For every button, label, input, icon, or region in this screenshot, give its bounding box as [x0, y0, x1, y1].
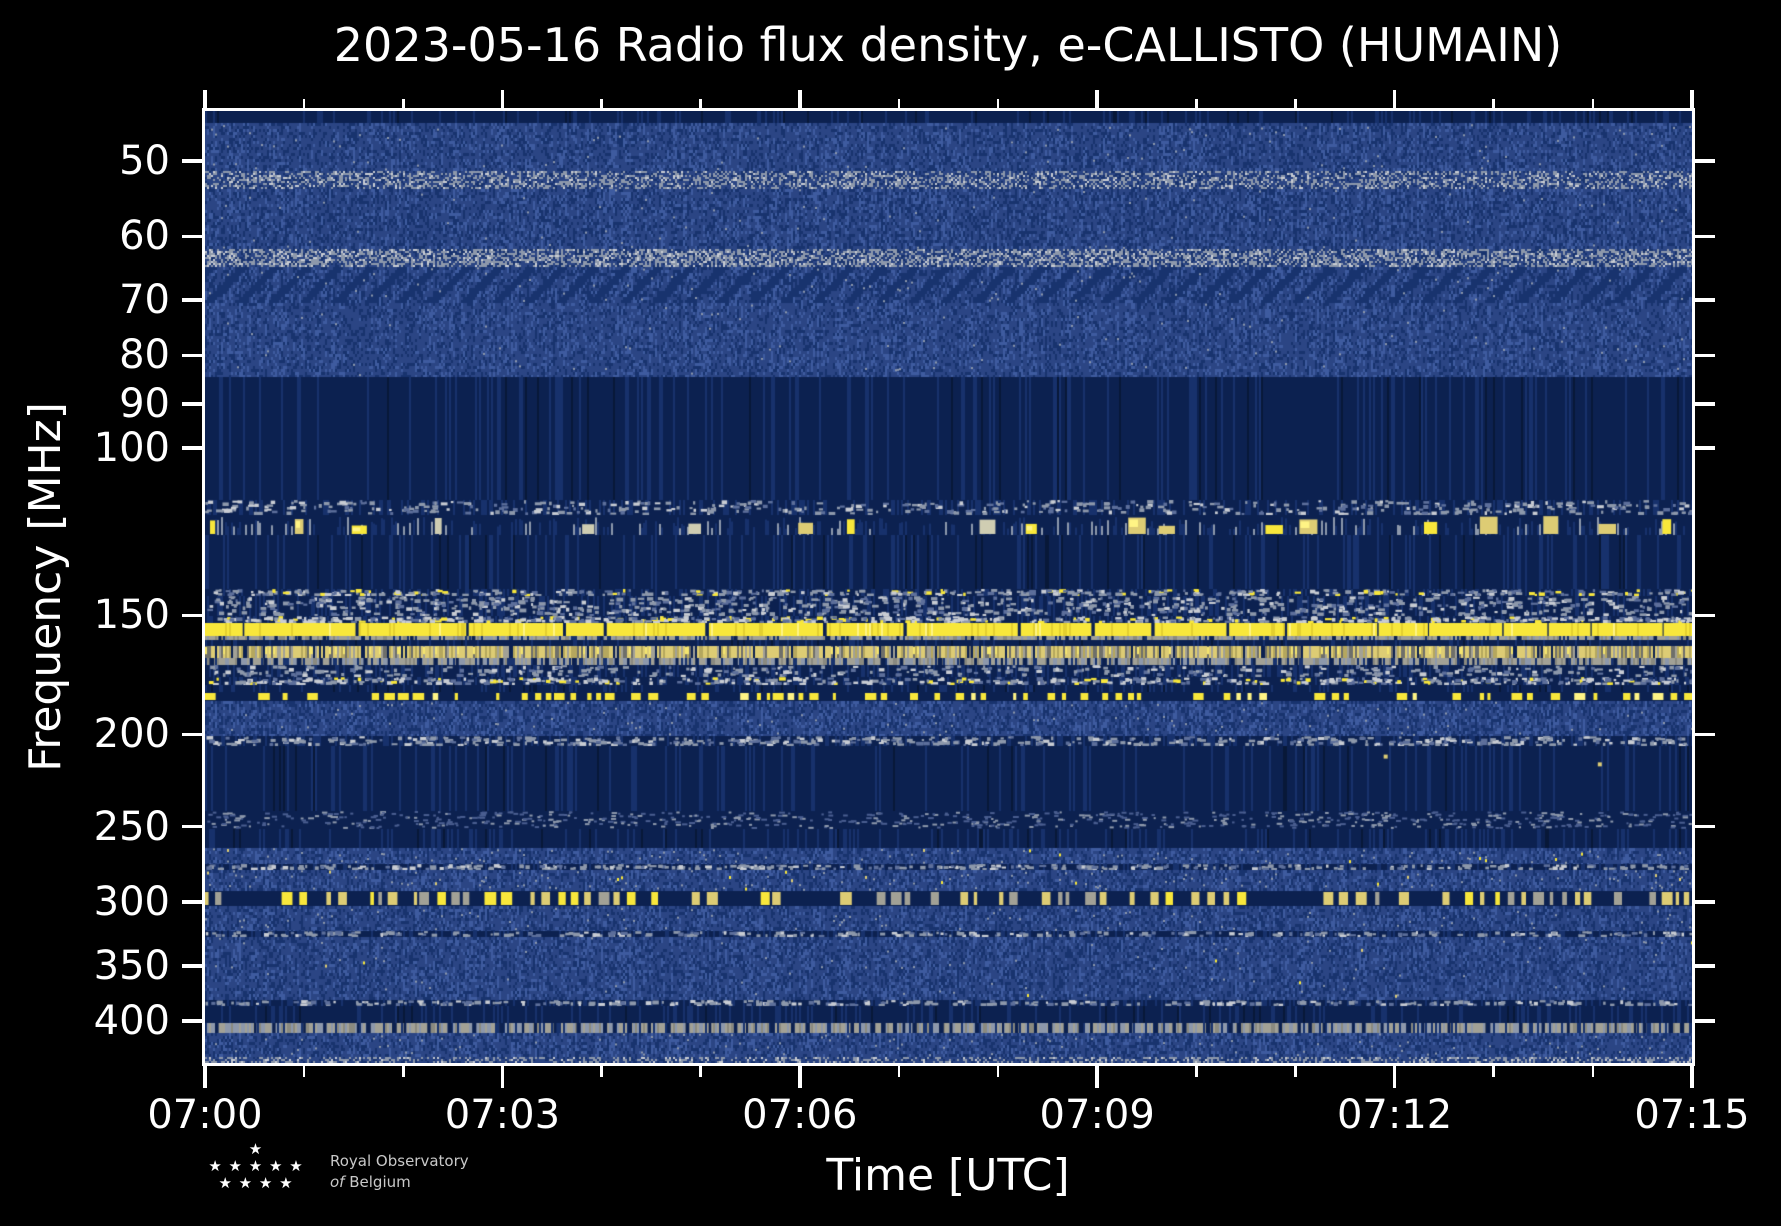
x-major-tick — [798, 1066, 802, 1088]
x-minor-tick — [1294, 1066, 1297, 1077]
x-minor-tick — [1492, 1066, 1495, 1077]
x-major-tick — [500, 1066, 505, 1088]
y-major-tick-right — [1695, 732, 1715, 737]
x-minor-tick-top — [1195, 99, 1198, 108]
y-major-tick — [182, 964, 202, 968]
y-tick-label: 400 — [93, 998, 170, 1045]
x-major-tick-top — [1392, 90, 1397, 108]
chart-title: 2023-05-16 Radio flux density, e-CALLIST… — [333, 18, 1563, 72]
y-major-tick-right — [1695, 824, 1715, 829]
x-major-tick-top — [1690, 90, 1694, 108]
logo-line2-of: of — [330, 1173, 345, 1191]
x-minor-tick-top — [699, 99, 702, 108]
y-tick-label: 350 — [93, 942, 170, 989]
x-minor-tick — [1591, 1066, 1595, 1077]
x-major-tick-top — [203, 90, 207, 108]
x-minor-tick-top — [897, 99, 901, 108]
star-row: ★ — [248, 1140, 264, 1158]
x-major-tick — [1690, 1066, 1694, 1088]
rob-logo: ★ ★ ★ ★ ★ ★ ★ ★ ★ ★ Royal Observatory of… — [208, 1141, 469, 1193]
x-major-tick-top — [1095, 90, 1099, 108]
plot-area: 07:00 07:03 07:06 07:09 07:12 07:15 50 60 70 80 90… — [94, 90, 1750, 1138]
x-minor-tick-top — [1591, 99, 1595, 108]
y-tick-label: 150 — [93, 592, 170, 639]
x-major-tick — [203, 1066, 207, 1088]
y-major-tick — [182, 353, 202, 358]
x-major-tick-top — [798, 90, 802, 108]
x-tick-label: 07:00 — [147, 1092, 263, 1138]
logo-text: Royal Observatory of Belgium — [330, 1141, 469, 1193]
x-major-tick-top — [500, 90, 505, 108]
x-minor-tick-top — [402, 99, 405, 108]
y-tick-label: 200 — [93, 711, 170, 758]
spectrogram-canvas — [205, 111, 1692, 1063]
stars-icon: ★ ★ ★ ★ ★ ★ ★ ★ ★ ★ — [208, 1141, 304, 1193]
x-minor-tick — [302, 1066, 306, 1077]
y-major-tick — [182, 613, 202, 618]
x-minor-tick — [699, 1066, 702, 1077]
x-axis-label: Time [UTC] — [826, 1150, 1070, 1201]
y-major-tick-right — [1695, 1019, 1715, 1023]
y-tick-label: 250 — [93, 803, 170, 850]
x-minor-tick — [402, 1066, 405, 1077]
x-tick-label: 07:12 — [1336, 1092, 1453, 1138]
y-major-tick — [182, 298, 202, 302]
y-major-tick — [182, 159, 202, 163]
y-major-tick — [182, 1019, 202, 1023]
x-minor-tick — [600, 1066, 603, 1077]
y-tick-label: 50 — [119, 138, 170, 185]
y-major-tick-right — [1695, 402, 1715, 406]
logo-line2-belgium: Belgium — [349, 1173, 411, 1191]
y-major-tick-right — [1695, 159, 1715, 163]
y-major-tick — [182, 732, 202, 737]
logo-line1: Royal Observatory — [330, 1152, 469, 1170]
x-major-tick — [1095, 1066, 1099, 1088]
x-minor-tick-top — [302, 99, 306, 108]
y-major-tick-right — [1695, 298, 1715, 302]
x-tick-label: 07:15 — [1634, 1092, 1750, 1138]
y-major-tick — [182, 824, 202, 829]
y-major-tick-right — [1695, 613, 1715, 618]
x-minor-tick — [1195, 1066, 1198, 1077]
y-tick-label: 100 — [93, 424, 170, 471]
x-minor-tick-top — [996, 99, 1000, 108]
star-row: ★ ★ ★ ★ — [218, 1174, 294, 1192]
x-tick-label: 07:09 — [1039, 1092, 1155, 1138]
y-tick-label: 300 — [93, 879, 170, 926]
y-tick-label: 70 — [119, 277, 170, 324]
y-major-tick-right — [1695, 964, 1715, 968]
logo-line2: of Belgium — [330, 1172, 469, 1193]
x-minor-tick-top — [1294, 99, 1297, 108]
x-minor-tick-top — [1492, 99, 1495, 108]
y-major-tick-right — [1695, 446, 1715, 450]
x-tick-label: 07:03 — [444, 1092, 561, 1138]
x-major-tick — [1392, 1066, 1397, 1088]
y-tick-label: 60 — [119, 213, 170, 260]
y-tick-label: 80 — [119, 332, 170, 379]
x-minor-tick — [897, 1066, 901, 1077]
y-major-tick-right — [1695, 353, 1715, 358]
y-major-tick — [182, 234, 202, 239]
x-minor-tick-top — [600, 99, 603, 108]
y-major-tick — [182, 446, 202, 450]
y-major-tick-right — [1695, 234, 1715, 239]
y-major-tick-right — [1695, 900, 1715, 904]
x-minor-tick — [996, 1066, 1000, 1077]
y-tick-label: 90 — [119, 381, 170, 428]
y-major-tick — [182, 402, 202, 406]
x-tick-label: 07:06 — [742, 1092, 858, 1138]
y-major-tick — [182, 900, 202, 904]
star-row: ★ ★ ★ ★ ★ — [208, 1157, 304, 1175]
